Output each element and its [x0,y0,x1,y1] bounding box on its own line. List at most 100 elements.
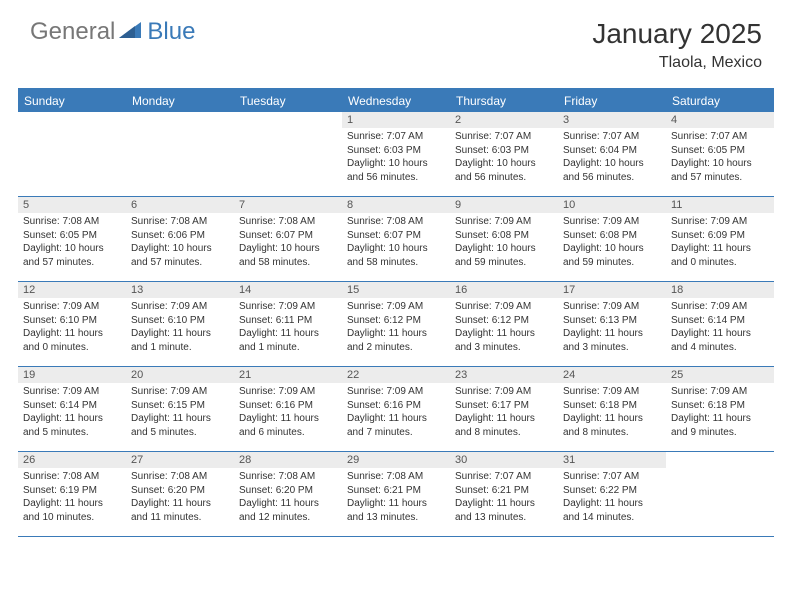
calendar-cell: 7Sunrise: 7:08 AMSunset: 6:07 PMDaylight… [234,197,342,281]
day-number: 25 [666,367,774,383]
week-row: 19Sunrise: 7:09 AMSunset: 6:14 PMDayligh… [18,367,774,452]
calendar-cell: 30Sunrise: 7:07 AMSunset: 6:21 PMDayligh… [450,452,558,536]
calendar-cell: 2Sunrise: 7:07 AMSunset: 6:03 PMDaylight… [450,112,558,196]
calendar-cell: 23Sunrise: 7:09 AMSunset: 6:17 PMDayligh… [450,367,558,451]
calendar-cell: 18Sunrise: 7:09 AMSunset: 6:14 PMDayligh… [666,282,774,366]
day-number: 1 [342,112,450,128]
calendar-cell [18,112,126,196]
cell-body: Sunrise: 7:07 AMSunset: 6:22 PMDaylight:… [558,468,666,528]
cell-body: Sunrise: 7:09 AMSunset: 6:16 PMDaylight:… [234,383,342,443]
day-number: 12 [18,282,126,298]
calendar-cell: 25Sunrise: 7:09 AMSunset: 6:18 PMDayligh… [666,367,774,451]
day-header-wed: Wednesday [342,90,450,112]
calendar-cell: 8Sunrise: 7:08 AMSunset: 6:07 PMDaylight… [342,197,450,281]
cell-body: Sunrise: 7:09 AMSunset: 6:14 PMDaylight:… [666,298,774,358]
cell-body: Sunrise: 7:09 AMSunset: 6:18 PMDaylight:… [666,383,774,443]
calendar-cell [666,452,774,536]
calendar-cell: 12Sunrise: 7:09 AMSunset: 6:10 PMDayligh… [18,282,126,366]
cell-body: Sunrise: 7:07 AMSunset: 6:03 PMDaylight:… [342,128,450,188]
week-row: 26Sunrise: 7:08 AMSunset: 6:19 PMDayligh… [18,452,774,537]
calendar-cell: 22Sunrise: 7:09 AMSunset: 6:16 PMDayligh… [342,367,450,451]
cell-body: Sunrise: 7:09 AMSunset: 6:12 PMDaylight:… [450,298,558,358]
day-number: 6 [126,197,234,213]
day-number [234,112,342,128]
day-number: 17 [558,282,666,298]
calendar-cell: 9Sunrise: 7:09 AMSunset: 6:08 PMDaylight… [450,197,558,281]
day-number: 19 [18,367,126,383]
day-header-sat: Saturday [666,90,774,112]
day-number: 16 [450,282,558,298]
cell-body: Sunrise: 7:09 AMSunset: 6:09 PMDaylight:… [666,213,774,273]
cell-body: Sunrise: 7:09 AMSunset: 6:17 PMDaylight:… [450,383,558,443]
cell-body: Sunrise: 7:08 AMSunset: 6:05 PMDaylight:… [18,213,126,273]
calendar-cell: 29Sunrise: 7:08 AMSunset: 6:21 PMDayligh… [342,452,450,536]
cell-body: Sunrise: 7:08 AMSunset: 6:20 PMDaylight:… [126,468,234,528]
calendar-cell: 3Sunrise: 7:07 AMSunset: 6:04 PMDaylight… [558,112,666,196]
day-number: 8 [342,197,450,213]
calendar-cell: 20Sunrise: 7:09 AMSunset: 6:15 PMDayligh… [126,367,234,451]
day-number: 29 [342,452,450,468]
cell-body: Sunrise: 7:08 AMSunset: 6:06 PMDaylight:… [126,213,234,273]
day-number: 4 [666,112,774,128]
cell-body: Sunrise: 7:08 AMSunset: 6:19 PMDaylight:… [18,468,126,528]
calendar-cell: 17Sunrise: 7:09 AMSunset: 6:13 PMDayligh… [558,282,666,366]
cell-body: Sunrise: 7:07 AMSunset: 6:21 PMDaylight:… [450,468,558,528]
day-number: 13 [126,282,234,298]
cell-body: Sunrise: 7:09 AMSunset: 6:13 PMDaylight:… [558,298,666,358]
cell-body: Sunrise: 7:09 AMSunset: 6:10 PMDaylight:… [126,298,234,358]
cell-body: Sunrise: 7:08 AMSunset: 6:07 PMDaylight:… [234,213,342,273]
cell-body [18,128,126,134]
cell-body: Sunrise: 7:09 AMSunset: 6:08 PMDaylight:… [558,213,666,273]
calendar: Sunday Monday Tuesday Wednesday Thursday… [18,88,774,537]
calendar-cell: 5Sunrise: 7:08 AMSunset: 6:05 PMDaylight… [18,197,126,281]
calendar-cell: 10Sunrise: 7:09 AMSunset: 6:08 PMDayligh… [558,197,666,281]
cell-body: Sunrise: 7:09 AMSunset: 6:08 PMDaylight:… [450,213,558,273]
week-row: 5Sunrise: 7:08 AMSunset: 6:05 PMDaylight… [18,197,774,282]
calendar-cell: 19Sunrise: 7:09 AMSunset: 6:14 PMDayligh… [18,367,126,451]
week-row: 12Sunrise: 7:09 AMSunset: 6:10 PMDayligh… [18,282,774,367]
day-header-tue: Tuesday [234,90,342,112]
location: Tlaola, Mexico [592,54,762,72]
day-header-fri: Friday [558,90,666,112]
calendar-cell: 11Sunrise: 7:09 AMSunset: 6:09 PMDayligh… [666,197,774,281]
calendar-cell: 27Sunrise: 7:08 AMSunset: 6:20 PMDayligh… [126,452,234,536]
cell-body: Sunrise: 7:09 AMSunset: 6:15 PMDaylight:… [126,383,234,443]
day-number: 3 [558,112,666,128]
cell-body: Sunrise: 7:07 AMSunset: 6:03 PMDaylight:… [450,128,558,188]
day-number: 28 [234,452,342,468]
calendar-cell: 31Sunrise: 7:07 AMSunset: 6:22 PMDayligh… [558,452,666,536]
day-number: 27 [126,452,234,468]
calendar-cell: 1Sunrise: 7:07 AMSunset: 6:03 PMDaylight… [342,112,450,196]
logo-text-general: General [30,18,115,46]
week-row: 1Sunrise: 7:07 AMSunset: 6:03 PMDaylight… [18,112,774,197]
day-number: 2 [450,112,558,128]
calendar-cell [126,112,234,196]
day-number: 23 [450,367,558,383]
day-number [126,112,234,128]
cell-body: Sunrise: 7:09 AMSunset: 6:11 PMDaylight:… [234,298,342,358]
day-number: 26 [18,452,126,468]
day-header-thu: Thursday [450,90,558,112]
cell-body: Sunrise: 7:07 AMSunset: 6:04 PMDaylight:… [558,128,666,188]
cell-body: Sunrise: 7:09 AMSunset: 6:14 PMDaylight:… [18,383,126,443]
title-block: January 2025 Tlaola, Mexico [592,18,762,72]
cell-body: Sunrise: 7:09 AMSunset: 6:10 PMDaylight:… [18,298,126,358]
cell-body: Sunrise: 7:08 AMSunset: 6:20 PMDaylight:… [234,468,342,528]
calendar-cell: 21Sunrise: 7:09 AMSunset: 6:16 PMDayligh… [234,367,342,451]
day-number: 11 [666,197,774,213]
day-header-mon: Monday [126,90,234,112]
day-number: 7 [234,197,342,213]
day-number: 22 [342,367,450,383]
day-number: 15 [342,282,450,298]
month-title: January 2025 [592,18,762,50]
logo: General Blue [30,18,195,46]
day-number: 14 [234,282,342,298]
header: General Blue January 2025 Tlaola, Mexico [0,0,792,80]
calendar-cell: 15Sunrise: 7:09 AMSunset: 6:12 PMDayligh… [342,282,450,366]
day-number: 30 [450,452,558,468]
logo-triangle-icon [119,20,145,45]
day-number: 18 [666,282,774,298]
day-number: 24 [558,367,666,383]
weeks-container: 1Sunrise: 7:07 AMSunset: 6:03 PMDaylight… [18,112,774,537]
day-number: 10 [558,197,666,213]
